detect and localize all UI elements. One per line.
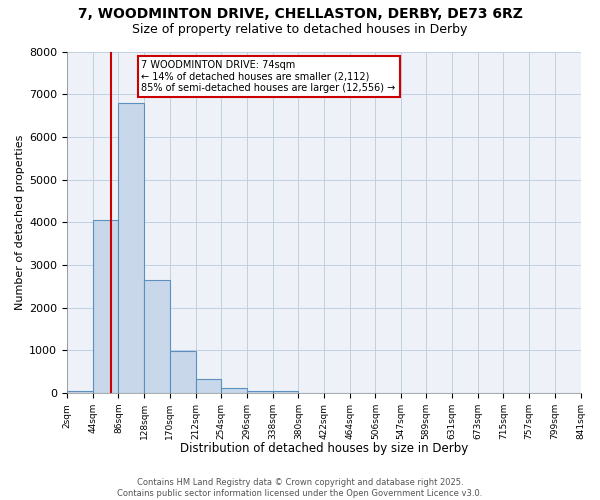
Bar xyxy=(196,378,221,393)
Bar xyxy=(144,280,170,393)
Text: 7, WOODMINTON DRIVE, CHELLASTON, DERBY, DE73 6RZ: 7, WOODMINTON DRIVE, CHELLASTON, DERBY, … xyxy=(77,8,523,22)
Bar xyxy=(272,392,298,393)
Bar xyxy=(118,102,144,393)
Bar xyxy=(170,352,196,393)
Bar xyxy=(93,220,118,393)
Y-axis label: Number of detached properties: Number of detached properties xyxy=(15,134,25,310)
X-axis label: Distribution of detached houses by size in Derby: Distribution of detached houses by size … xyxy=(179,442,468,455)
Text: Contains HM Land Registry data © Crown copyright and database right 2025.
Contai: Contains HM Land Registry data © Crown c… xyxy=(118,478,482,498)
Bar xyxy=(221,388,247,393)
Bar xyxy=(67,391,93,393)
Text: 7 WOODMINTON DRIVE: 74sqm
← 14% of detached houses are smaller (2,112)
85% of se: 7 WOODMINTON DRIVE: 74sqm ← 14% of detac… xyxy=(142,60,396,93)
Bar xyxy=(247,391,272,393)
Text: Size of property relative to detached houses in Derby: Size of property relative to detached ho… xyxy=(133,22,467,36)
